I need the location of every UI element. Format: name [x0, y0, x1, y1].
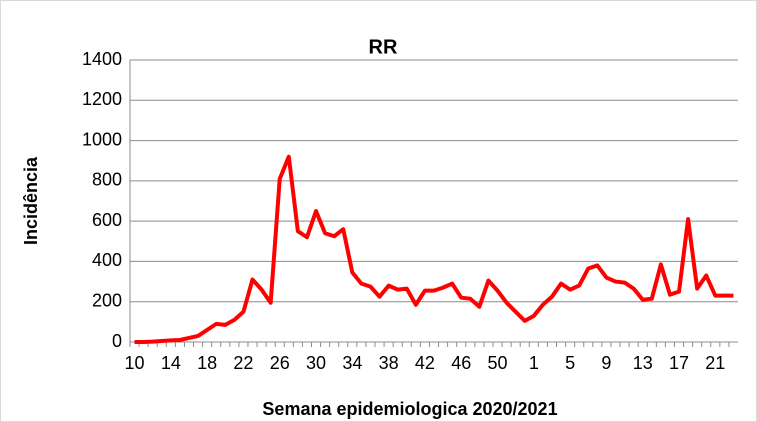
y-tick-label: 800: [92, 170, 122, 190]
y-tick-label: 1000: [82, 129, 122, 149]
y-tick-label: 600: [92, 210, 122, 230]
x-tick-label: 42: [415, 353, 435, 373]
x-tick-label: 10: [125, 353, 145, 373]
y-tick-label: 0: [112, 331, 122, 351]
x-tick-label: 21: [705, 353, 725, 373]
data-line: [134, 154, 734, 344]
x-tick-label: 1: [529, 353, 539, 373]
x-tick-label: 18: [197, 353, 217, 373]
y-tick-label: 200: [92, 290, 122, 310]
x-tick-label: 14: [161, 353, 181, 373]
x-tick-label: 30: [306, 353, 326, 373]
y-tick-label: 1200: [82, 89, 122, 109]
x-tick-label: 34: [342, 353, 362, 373]
y-axis-label: Incidência: [21, 156, 41, 245]
x-tick-label: 5: [565, 353, 575, 373]
x-tick-label: 13: [633, 353, 653, 373]
x-tick-label: 17: [669, 353, 689, 373]
x-tick-label: 9: [601, 353, 611, 373]
x-tick-label: 50: [488, 353, 508, 373]
y-tick-label: 400: [92, 250, 122, 270]
y-tick-label: 1400: [82, 49, 122, 69]
x-tick-label: 46: [451, 353, 471, 373]
chart-title: RR: [369, 36, 398, 58]
x-tick-label: 22: [233, 353, 253, 373]
x-axis-label: Semana epidemiologica 2020/2021: [262, 399, 557, 419]
x-tick-label: 38: [379, 353, 399, 373]
x-tick-label: 26: [270, 353, 290, 373]
